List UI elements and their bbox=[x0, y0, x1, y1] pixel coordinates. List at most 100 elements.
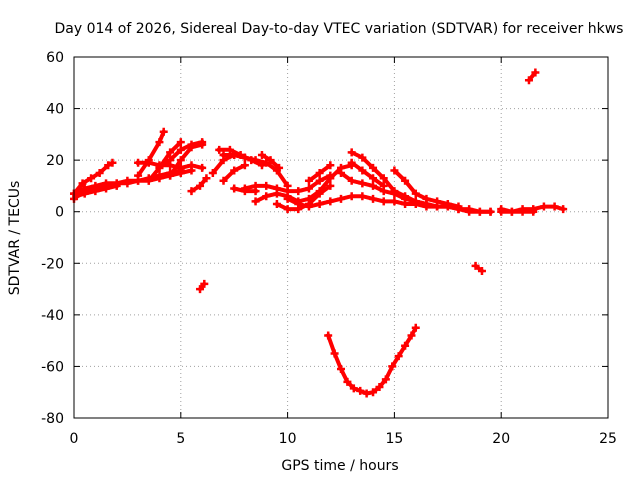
data-point bbox=[272, 189, 281, 198]
data-point bbox=[369, 174, 378, 183]
y-tick-label: -60 bbox=[41, 359, 64, 375]
data-point bbox=[230, 150, 239, 159]
data-point bbox=[304, 176, 313, 185]
data-point bbox=[347, 158, 356, 167]
data-point bbox=[559, 205, 568, 214]
y-axis-label: SDTVAR / TECUs bbox=[7, 181, 23, 296]
data-series-arc-5 bbox=[135, 129, 167, 179]
data-point bbox=[358, 179, 367, 188]
data-series-arc-28 bbox=[498, 206, 536, 214]
data-point bbox=[240, 153, 249, 162]
data-point bbox=[257, 150, 266, 159]
data-point bbox=[315, 169, 324, 178]
data-point bbox=[362, 389, 371, 398]
data-point bbox=[215, 145, 224, 154]
data-point bbox=[347, 176, 356, 185]
data-point bbox=[104, 161, 113, 170]
data-point bbox=[471, 261, 480, 270]
y-tick-label: 0 bbox=[55, 205, 64, 221]
data-point bbox=[230, 184, 239, 193]
data-point bbox=[358, 166, 367, 175]
data-point bbox=[358, 192, 367, 201]
y-tick-label: -20 bbox=[41, 256, 64, 272]
data-point bbox=[375, 383, 384, 392]
data-point bbox=[347, 192, 356, 201]
data-point bbox=[225, 145, 234, 154]
data-point bbox=[326, 181, 335, 190]
data-point bbox=[240, 184, 249, 193]
data-point bbox=[196, 285, 205, 294]
data-point bbox=[251, 181, 260, 190]
data-series-arc-24 bbox=[348, 159, 387, 189]
data-point bbox=[369, 181, 378, 190]
data-point bbox=[262, 158, 271, 167]
x-axis-label: GPS time / hours bbox=[281, 458, 398, 474]
data-point bbox=[337, 194, 345, 203]
data-point bbox=[401, 176, 410, 185]
data-point bbox=[518, 207, 527, 216]
chart-title: Day 014 of 2026, Sidereal Day-to-day VTE… bbox=[55, 21, 624, 37]
data-point bbox=[379, 174, 388, 183]
data-point bbox=[369, 194, 378, 203]
data-point bbox=[266, 156, 275, 165]
data-point bbox=[144, 158, 153, 167]
y-tick-label: -40 bbox=[41, 308, 64, 324]
data-point bbox=[401, 341, 410, 350]
data-point bbox=[155, 163, 164, 172]
data-point bbox=[102, 184, 111, 193]
data-point bbox=[390, 197, 399, 206]
data-point bbox=[486, 207, 495, 216]
data-point bbox=[390, 166, 399, 175]
data-point bbox=[411, 323, 420, 332]
data-point bbox=[443, 202, 452, 211]
data-point bbox=[91, 187, 100, 196]
data-layer bbox=[70, 68, 568, 398]
data-point bbox=[198, 163, 207, 172]
data-point bbox=[219, 176, 228, 185]
data-point bbox=[72, 192, 81, 201]
data-point bbox=[176, 145, 185, 154]
data-point bbox=[176, 156, 185, 165]
data-point bbox=[343, 377, 352, 386]
data-series-arc-32 bbox=[325, 325, 419, 396]
data-point bbox=[78, 179, 87, 188]
data-point bbox=[202, 174, 211, 183]
data-point bbox=[315, 189, 324, 198]
data-point bbox=[411, 189, 420, 198]
data-point bbox=[123, 176, 132, 185]
data-point bbox=[401, 192, 410, 201]
data-series-arc-9 bbox=[167, 142, 205, 179]
data-point bbox=[294, 199, 303, 208]
data-point bbox=[155, 138, 164, 147]
data-point bbox=[497, 205, 506, 214]
axis-ticks: 0 5 10 15 20 25 -80 -60 -40 -20 0 20 40 60 bbox=[41, 50, 617, 447]
data-point bbox=[159, 127, 168, 136]
data-point bbox=[465, 207, 474, 216]
data-point bbox=[144, 176, 153, 185]
data-point bbox=[381, 375, 390, 384]
y-tick-label: 40 bbox=[46, 102, 64, 118]
data-point bbox=[155, 171, 164, 180]
data-point bbox=[315, 176, 324, 185]
data-point bbox=[208, 169, 217, 178]
data-point bbox=[390, 187, 399, 196]
data-point bbox=[200, 279, 209, 288]
data-point bbox=[394, 352, 403, 361]
data-point bbox=[176, 138, 185, 147]
data-point bbox=[347, 148, 356, 157]
data-point bbox=[166, 156, 175, 165]
data-point bbox=[539, 202, 548, 211]
data-point bbox=[187, 143, 196, 152]
data-point bbox=[369, 163, 378, 172]
data-point bbox=[87, 174, 96, 183]
data-point bbox=[411, 197, 420, 206]
data-point bbox=[166, 148, 175, 157]
data-point bbox=[388, 362, 397, 371]
data-point bbox=[251, 197, 260, 206]
data-point bbox=[369, 388, 378, 397]
data-point bbox=[475, 207, 484, 216]
data-point bbox=[507, 207, 516, 216]
data-point bbox=[531, 68, 540, 77]
